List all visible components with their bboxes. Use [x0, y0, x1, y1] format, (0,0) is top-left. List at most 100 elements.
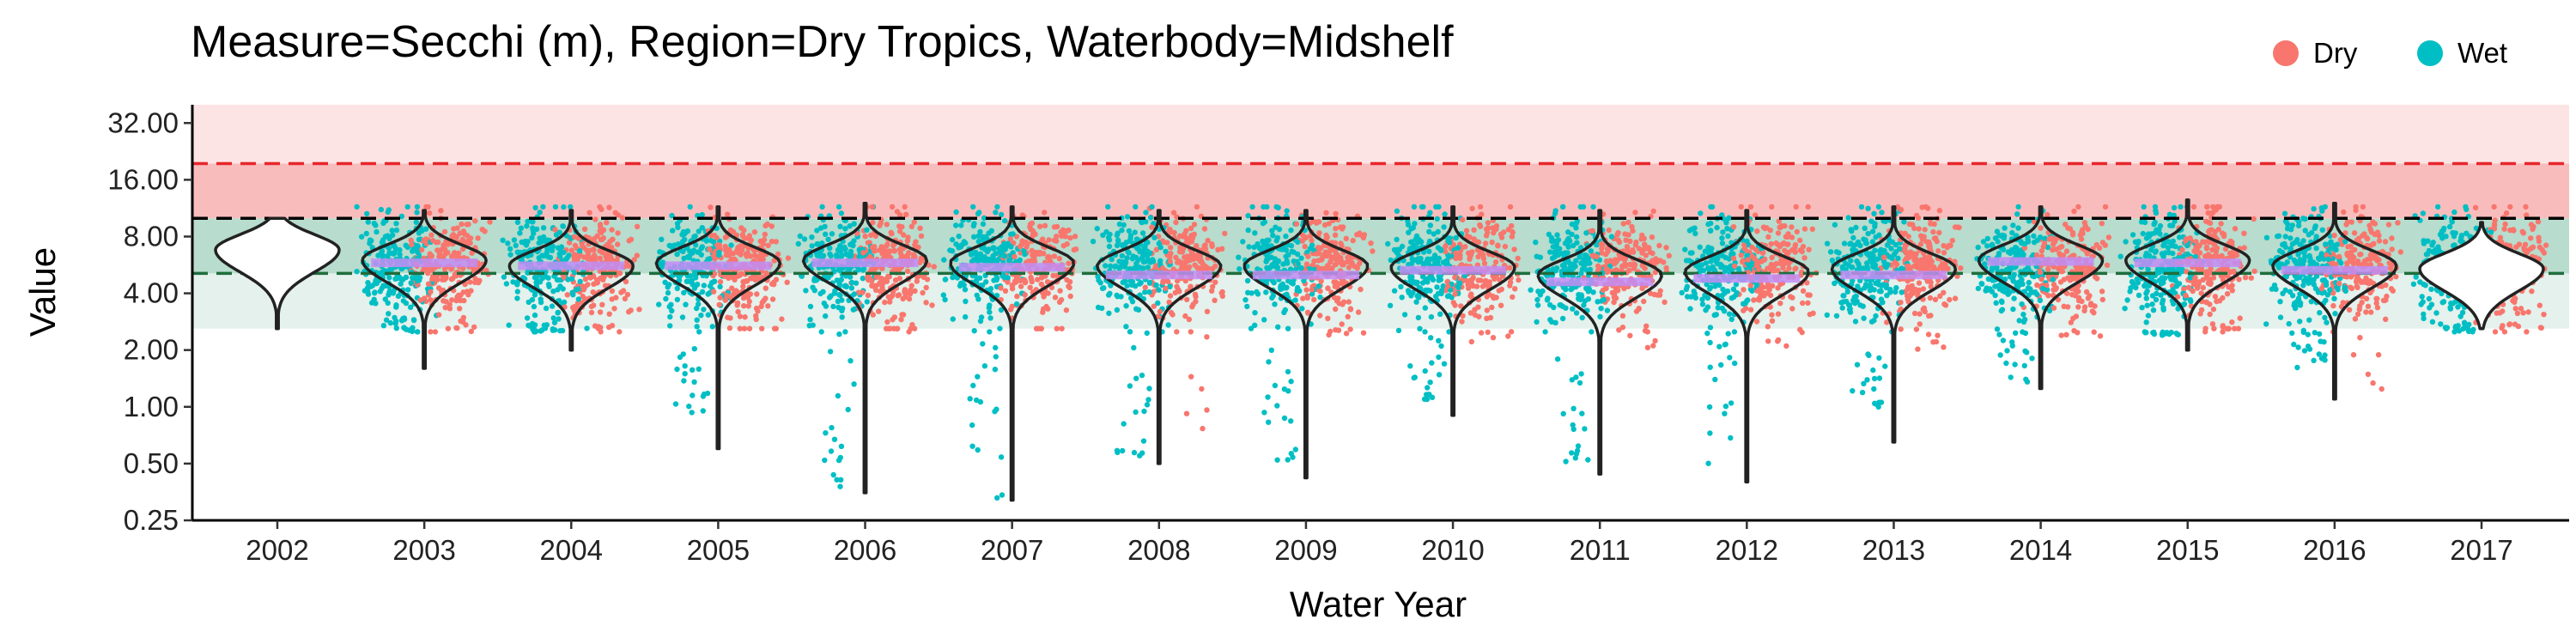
point-dry: [764, 221, 770, 228]
point-dry: [769, 296, 776, 302]
point-dry: [1453, 250, 1459, 256]
point-wet-tail: [1569, 377, 1576, 383]
point-wet: [386, 275, 392, 281]
point-wet: [958, 222, 964, 228]
point-wet: [555, 287, 561, 293]
point-dry: [1345, 313, 1351, 319]
point-wet: [1289, 248, 1295, 254]
point-dry: [409, 241, 415, 247]
point-dry-tail: [453, 325, 459, 331]
point-wet: [1579, 314, 1585, 321]
point-wet-tail: [1707, 339, 1713, 346]
point-dry: [1056, 256, 1063, 262]
point-dry: [1657, 288, 1663, 294]
point-wet-tail: [980, 341, 986, 347]
point-dry: [1051, 253, 1058, 259]
point-wet: [1431, 231, 1437, 237]
point-wet: [1415, 314, 1422, 321]
point-wet-tail: [848, 358, 854, 364]
points-2009: [1236, 204, 1376, 463]
point-wet: [2011, 271, 2017, 277]
point-dry-tail: [1915, 346, 1921, 352]
point-wet: [1126, 228, 1133, 234]
point-wet: [1249, 204, 1255, 210]
point-wet: [1893, 241, 1899, 248]
point-wet: [1868, 251, 1874, 257]
point-dry: [599, 301, 605, 307]
point-dry: [454, 295, 460, 301]
point-dry: [1304, 309, 1311, 315]
point-dry: [1333, 279, 1340, 285]
point-wet: [1720, 286, 1726, 293]
point-wet: [1552, 249, 1558, 255]
point-wet: [540, 204, 546, 210]
point-dry: [1619, 313, 1626, 319]
point-wet: [980, 221, 987, 228]
point-dry: [1805, 204, 1811, 210]
point-wet: [403, 274, 409, 281]
point-dry: [923, 284, 929, 291]
point-wet: [1534, 296, 1540, 303]
point-wet: [853, 280, 860, 286]
point-wet: [1858, 204, 1865, 210]
point-wet: [511, 237, 518, 243]
point-dry: [1516, 276, 1522, 283]
point-wet: [977, 228, 983, 235]
point-wet-tail: [1854, 361, 1861, 368]
point-wet: [1117, 264, 1124, 270]
point-wet: [414, 210, 420, 216]
point-wet: [565, 276, 571, 283]
point-wet: [681, 255, 687, 262]
point-dry: [901, 232, 907, 238]
point-dry: [1184, 253, 1190, 259]
point-wet: [1137, 249, 1143, 255]
point-wet: [550, 289, 556, 295]
point-dry: [1793, 204, 1799, 210]
point-wet: [1398, 283, 1404, 290]
point-wet: [1719, 235, 1725, 241]
point-dry: [1459, 319, 1465, 325]
point-wet: [531, 303, 538, 310]
point-wet: [1142, 289, 1148, 295]
point-dry: [741, 303, 747, 309]
point-wet-tail: [1261, 410, 1267, 416]
point-wet: [1711, 312, 1717, 319]
point-wet: [1573, 225, 1579, 231]
point-wet: [860, 276, 866, 282]
point-dry: [717, 279, 724, 285]
point-dry: [907, 291, 914, 297]
point-dry: [1036, 249, 1043, 256]
point-dry: [1005, 279, 1011, 285]
point-wet-tail: [1428, 335, 1434, 341]
point-wet: [957, 244, 964, 250]
point-wet-tail: [1570, 422, 1576, 428]
point-wet: [1877, 288, 1884, 294]
point-wet-tail: [969, 443, 975, 449]
point-wet: [1867, 288, 1874, 294]
point-dry: [1920, 286, 1927, 292]
point-wet: [389, 228, 395, 234]
point-wet: [990, 245, 996, 251]
point-wet: [503, 281, 510, 287]
point-dry: [1066, 279, 1073, 285]
point-dry: [1334, 252, 1340, 258]
point-wet: [1880, 282, 1886, 288]
point-dry-tail: [1343, 331, 1350, 337]
point-wet: [1138, 280, 1144, 286]
point-dry: [609, 296, 615, 302]
point-wet: [1698, 210, 1704, 216]
point-dry: [1370, 248, 1376, 254]
point-dry: [428, 329, 434, 335]
point-wet-tail: [1421, 396, 1428, 402]
point-dry: [1046, 237, 1052, 243]
point-wet: [1140, 258, 1147, 265]
point-wet: [1679, 289, 1685, 296]
point-dry: [1489, 304, 1495, 311]
point-wet: [1433, 293, 1439, 300]
point-wet: [1013, 301, 1020, 307]
point-dry: [609, 288, 616, 295]
point-wet-tail: [1285, 388, 1291, 394]
point-wet: [1704, 304, 1711, 310]
point-wet: [1865, 266, 1871, 272]
point-wet: [1133, 204, 1139, 210]
